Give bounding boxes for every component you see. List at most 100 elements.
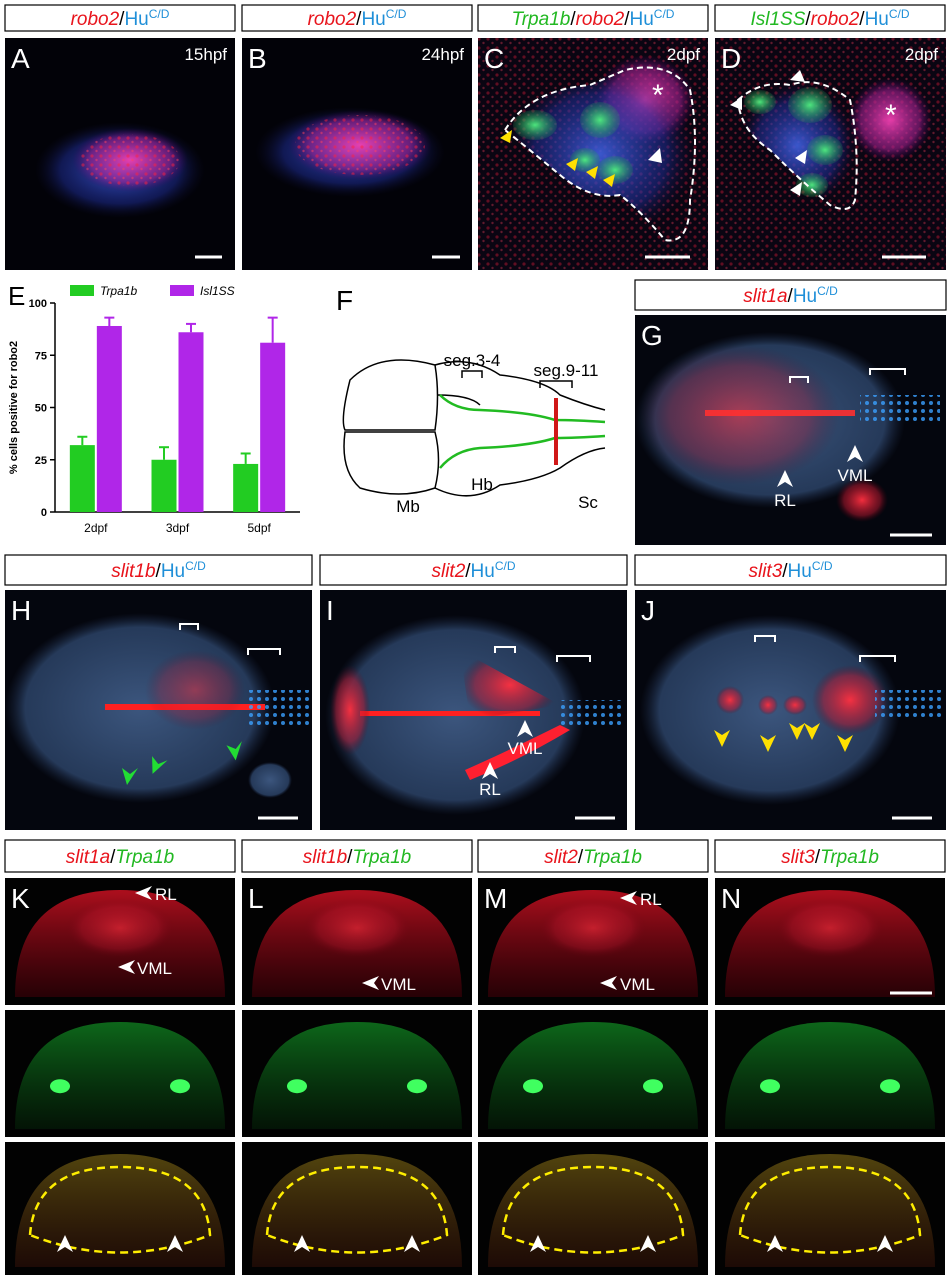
annotation: Hb — [471, 475, 493, 494]
header-part: robo2 — [576, 9, 625, 30]
tissue-section — [488, 1154, 698, 1267]
bar — [96, 325, 122, 512]
header-part: robo2 — [308, 9, 357, 30]
header-part: slit3 — [781, 847, 815, 868]
tissue-section — [725, 1022, 935, 1129]
panel-header-box — [4, 839, 236, 873]
panel-header-box — [634, 279, 947, 311]
panel-letter: N — [721, 883, 741, 914]
header-part: / — [788, 286, 794, 307]
panel-header: Isl1SS/robo2/HuC/D — [750, 7, 909, 30]
trpa1b-signal — [170, 1079, 190, 1094]
y-tick-label: 25 — [35, 455, 47, 467]
hindbrain-diagram — [342, 359, 606, 497]
header-part: Trpa1b — [820, 847, 879, 868]
x-tick-label: 3dpf — [166, 521, 190, 535]
panel-header: slit1a/Trpa1b — [66, 847, 174, 868]
slit-signal — [302, 898, 412, 958]
y-tick-label: 100 — [29, 298, 47, 310]
legend-swatch — [170, 285, 194, 296]
header-part: Hu — [788, 561, 812, 582]
outline — [501, 1165, 685, 1254]
header-part: slit2 — [431, 561, 465, 582]
micrograph-b — [242, 38, 472, 270]
trpa1b-signal — [523, 1079, 543, 1094]
annotation: Sc — [578, 493, 598, 512]
tissue-section — [252, 1154, 462, 1267]
stage-label: 24hpf — [421, 45, 464, 64]
tissue-section — [725, 1154, 935, 1267]
panel-header: Trpa1b/robo2/HuC/D — [512, 7, 675, 30]
annotation: VML — [137, 959, 172, 978]
arrowhead — [640, 1235, 656, 1252]
micrograph-a — [5, 38, 235, 270]
header-part: slit1a — [66, 847, 110, 868]
x-tick-label: 2dpf — [84, 521, 108, 535]
header-part: C/D — [495, 559, 516, 573]
tissue-section — [252, 1022, 462, 1129]
header-part: slit3 — [748, 561, 782, 582]
y-tick-label: 50 — [35, 403, 47, 415]
panel-header-box — [319, 554, 628, 586]
arrowhead — [362, 976, 379, 990]
stage-label: 15hpf — [184, 45, 227, 64]
header-part: slit2 — [544, 847, 578, 868]
panel-header-box — [714, 839, 946, 873]
legend-swatch — [70, 285, 94, 296]
header-part: / — [347, 847, 353, 868]
header-part: / — [465, 561, 471, 582]
header-part: / — [110, 847, 116, 868]
panel-header: robo2/HuC/D — [71, 7, 170, 30]
header-part: / — [156, 561, 162, 582]
panel-header: slit1b/HuC/D — [111, 559, 206, 582]
annotation: * — [652, 79, 664, 112]
micrograph-h — [5, 590, 312, 830]
arrowhead — [620, 891, 637, 905]
trpa1b-signal — [407, 1079, 427, 1094]
panel-header: slit1a/HuC/D — [743, 284, 838, 307]
header-part: / — [119, 9, 125, 30]
arrowhead — [118, 960, 135, 974]
annotation: RL — [155, 885, 177, 904]
panel-letter: F — [336, 285, 353, 316]
panel-header: robo2/HuC/D — [308, 7, 407, 30]
header-part: / — [805, 9, 811, 30]
header-part: C/D — [386, 7, 407, 21]
panel-header: slit3/HuC/D — [748, 559, 832, 582]
annotation: VML — [381, 975, 416, 994]
arrowhead — [877, 1235, 893, 1252]
header-part: slit1a — [743, 286, 787, 307]
header-part: robo2 — [811, 9, 860, 30]
y-tick-label: 0 — [41, 507, 47, 519]
header-part: / — [782, 561, 788, 582]
outline — [265, 1165, 449, 1254]
outline — [28, 1165, 212, 1254]
panel-header-box — [241, 4, 473, 32]
tissue-section — [15, 1022, 225, 1129]
panel-header-box — [714, 4, 946, 32]
tissue-section — [488, 1022, 698, 1129]
legend-label: Isl1SS — [200, 284, 235, 298]
header-part: Trpa1b — [583, 847, 642, 868]
panel-letter: A — [11, 43, 30, 74]
y-tick-label: 75 — [35, 350, 47, 362]
panel-letter: H — [11, 595, 31, 626]
header-part: C/D — [812, 559, 833, 573]
header-part: / — [570, 9, 576, 30]
panel-letter: J — [641, 595, 655, 626]
arrowhead — [600, 976, 617, 990]
header-part: C/D — [889, 7, 910, 21]
annotation: RL — [774, 491, 796, 510]
header-part: / — [624, 9, 630, 30]
tissue-section — [15, 1154, 225, 1267]
cross-sections — [5, 878, 945, 1275]
trpa1b-signal — [643, 1079, 663, 1094]
panel-letter: I — [326, 595, 334, 626]
header-part: slit1b — [111, 561, 155, 582]
panel-header-box — [4, 4, 236, 32]
header-part: Trpa1b — [512, 9, 571, 30]
header-part: robo2 — [71, 9, 120, 30]
annotation: seg.9-11 — [534, 361, 599, 380]
bar — [69, 445, 95, 512]
annotation: VML — [508, 739, 543, 758]
